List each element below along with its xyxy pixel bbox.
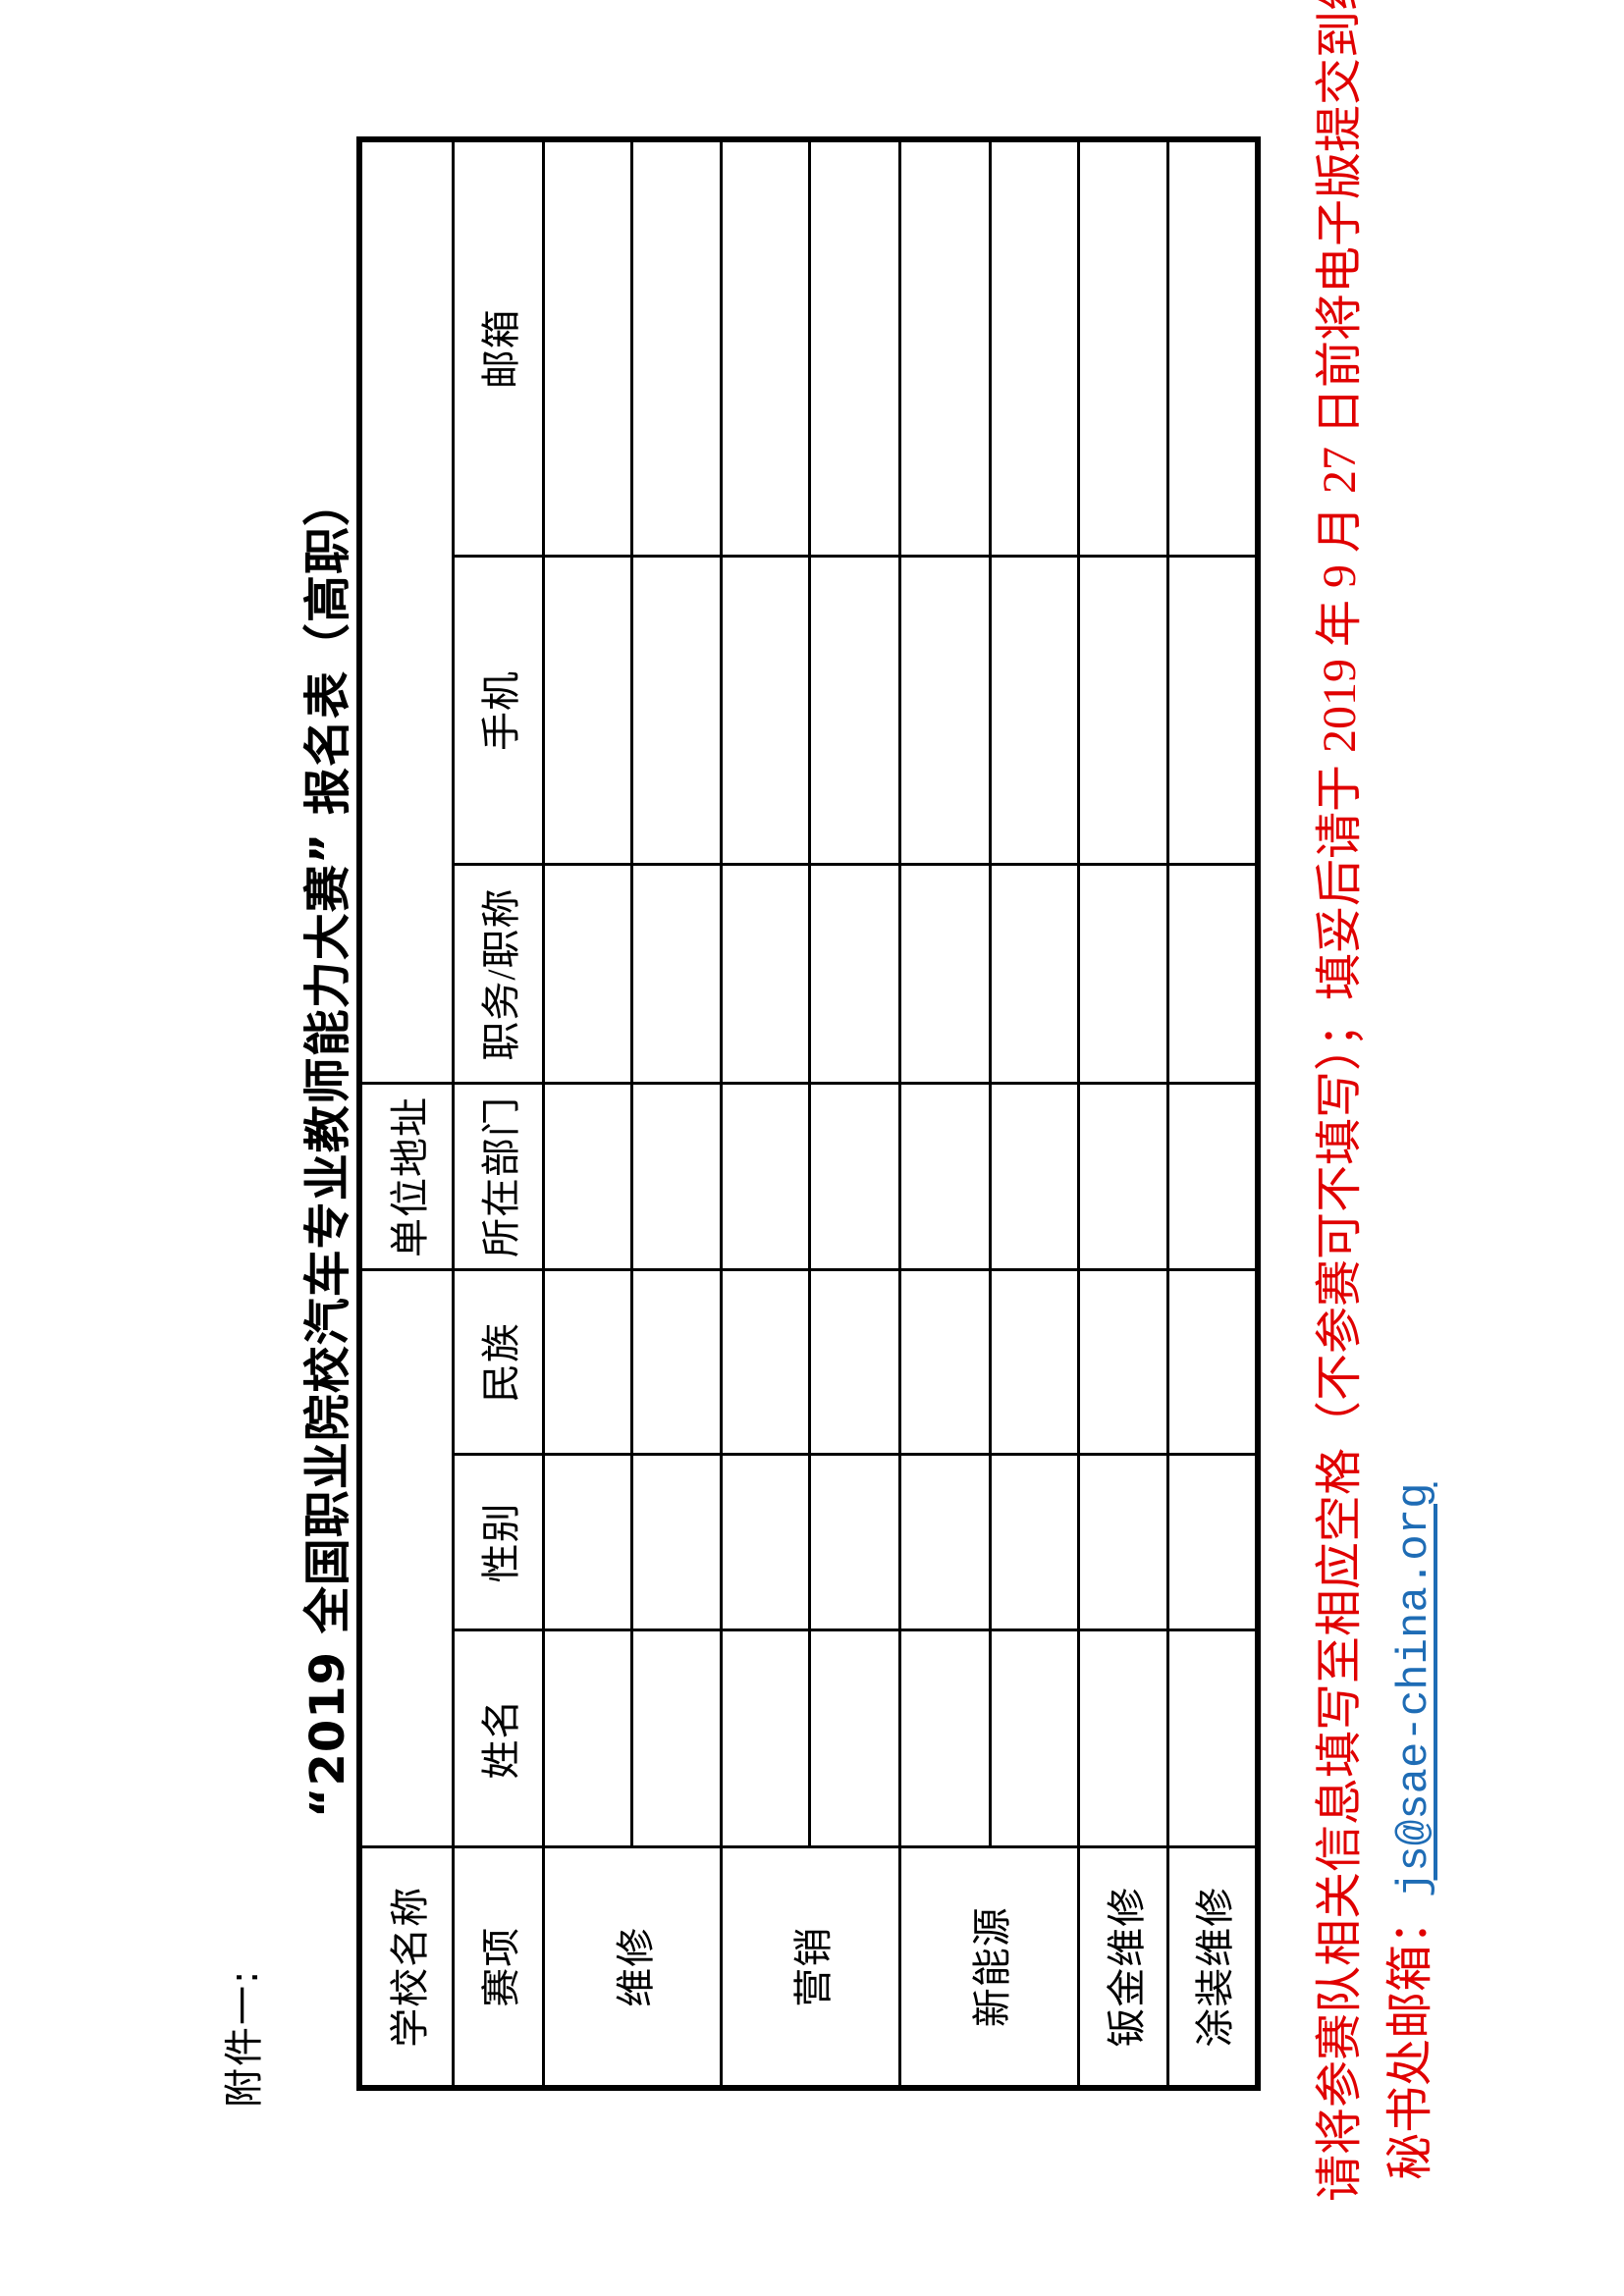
input-cell[interactable] (990, 1630, 1078, 1847)
input-cell[interactable] (1167, 139, 1258, 557)
school-name-input-cell[interactable] (359, 1270, 453, 1847)
footer-note-line2: 秘书处邮箱：js@sae-china.org (1371, 1483, 1439, 2180)
input-cell[interactable] (1167, 1455, 1258, 1630)
input-cell[interactable] (899, 865, 990, 1084)
header-department: 所在部门 (453, 1084, 543, 1270)
note-text: 请将参赛队相关信息填写至相应空格（不参赛可不填写）；填妥后请于 2019 年 9… (1314, 0, 1366, 2202)
header-position-title: 职务/职称 (453, 865, 543, 1084)
input-cell[interactable] (1167, 1630, 1258, 1847)
event-label-yingxiao: 营销 (721, 1847, 899, 2088)
header-email: 邮箱 (453, 139, 543, 557)
table-row-tuzhuang: 涂装维修 (1167, 139, 1258, 2088)
input-cell[interactable] (543, 557, 631, 865)
input-cell[interactable] (809, 1270, 899, 1455)
input-cell[interactable] (809, 557, 899, 865)
input-cell[interactable] (543, 865, 631, 1084)
input-cell[interactable] (899, 557, 990, 865)
school-name-label-cell: 学校名称 (359, 1847, 453, 2088)
input-cell[interactable] (631, 1084, 721, 1270)
table-row-weixiu-2 (631, 139, 721, 2088)
input-cell[interactable] (721, 1270, 809, 1455)
input-cell[interactable] (809, 1630, 899, 1847)
header-ethnicity: 民族 (453, 1270, 543, 1455)
input-cell[interactable] (1167, 1270, 1258, 1455)
input-cell[interactable] (990, 1455, 1078, 1630)
table-row-yingxiao-2 (809, 139, 899, 2088)
input-cell[interactable] (899, 1270, 990, 1455)
input-cell[interactable] (1078, 865, 1167, 1084)
secretariat-mailbox-label: 秘书处邮箱： (1384, 1896, 1436, 2180)
input-cell[interactable] (721, 865, 809, 1084)
event-label-weixiu: 维修 (543, 1847, 721, 2088)
input-cell[interactable] (990, 865, 1078, 1084)
table-header-row: 赛项 姓名 性别 民族 所在部门 职务/职称 手机 邮箱 (453, 139, 543, 2088)
header-mobile: 手机 (453, 557, 543, 865)
input-cell[interactable] (631, 865, 721, 1084)
registration-table: 学校名称 单位地址 赛项 姓名 性别 民族 所在部门 职务/职称 手机 邮箱 维… (356, 136, 1261, 2091)
input-cell[interactable] (899, 1455, 990, 1630)
input-cell[interactable] (809, 1084, 899, 1270)
input-cell[interactable] (1078, 557, 1167, 865)
input-cell[interactable] (543, 139, 631, 557)
input-cell[interactable] (899, 139, 990, 557)
input-cell[interactable] (899, 1630, 990, 1847)
table-row-banjin: 钣金维修 (1078, 139, 1167, 2088)
unit-address-label-cell: 单位地址 (359, 1084, 453, 1270)
table-row-school: 学校名称 单位地址 (359, 139, 453, 2088)
secretariat-email-link[interactable]: js@sae-china.org (1390, 1482, 1439, 1897)
input-cell[interactable] (990, 557, 1078, 865)
input-cell[interactable] (721, 139, 809, 557)
input-cell[interactable] (721, 1455, 809, 1630)
input-cell[interactable] (543, 1630, 631, 1847)
table-row-yingxiao-1: 营销 (721, 139, 899, 2088)
input-cell[interactable] (1167, 557, 1258, 865)
input-cell[interactable] (721, 1630, 809, 1847)
input-cell[interactable] (543, 1455, 631, 1630)
input-cell[interactable] (543, 1084, 631, 1270)
input-cell[interactable] (809, 1455, 899, 1630)
attachment-label: 附件一: (222, 1968, 267, 2108)
input-cell[interactable] (631, 1270, 721, 1455)
input-cell[interactable] (631, 1630, 721, 1847)
input-cell[interactable] (1078, 1084, 1167, 1270)
input-cell[interactable] (990, 1084, 1078, 1270)
input-cell[interactable] (809, 139, 899, 557)
footer-note-line1: 请将参赛队相关信息填写至相应空格（不参赛可不填写）；填妥后请于 2019 年 9… (1300, 0, 1369, 2202)
input-cell[interactable] (543, 1270, 631, 1455)
header-name: 姓名 (453, 1630, 543, 1847)
input-cell[interactable] (721, 1084, 809, 1270)
input-cell[interactable] (1078, 1270, 1167, 1455)
input-cell[interactable] (1167, 865, 1258, 1084)
event-label-xinnengyuan: 新能源 (899, 1847, 1078, 2088)
input-cell[interactable] (1078, 1455, 1167, 1630)
header-gender: 性别 (453, 1455, 543, 1630)
input-cell[interactable] (1167, 1084, 1258, 1270)
input-cell[interactable] (721, 557, 809, 865)
table-row-xinnengyuan-1: 新能源 (899, 139, 1078, 2088)
input-cell[interactable] (631, 557, 721, 865)
unit-address-input-cell[interactable] (359, 139, 453, 1084)
page-title: “2019 全国职业院校汽车专业教师能力大赛” 报名表（高职） (300, 477, 355, 1819)
input-cell[interactable] (990, 139, 1078, 557)
input-cell[interactable] (631, 1455, 721, 1630)
event-label-banjin: 钣金维修 (1078, 1847, 1167, 2088)
input-cell[interactable] (1078, 1630, 1167, 1847)
input-cell[interactable] (1078, 139, 1167, 557)
event-label-tuzhuang: 涂装维修 (1167, 1847, 1258, 2088)
input-cell[interactable] (809, 865, 899, 1084)
table-row-xinnengyuan-2 (990, 139, 1078, 2088)
table-row-weixiu-1: 维修 (543, 139, 721, 2088)
input-cell[interactable] (990, 1270, 1078, 1455)
input-cell[interactable] (899, 1084, 990, 1270)
header-event: 赛项 (453, 1847, 543, 2088)
input-cell[interactable] (631, 139, 721, 557)
